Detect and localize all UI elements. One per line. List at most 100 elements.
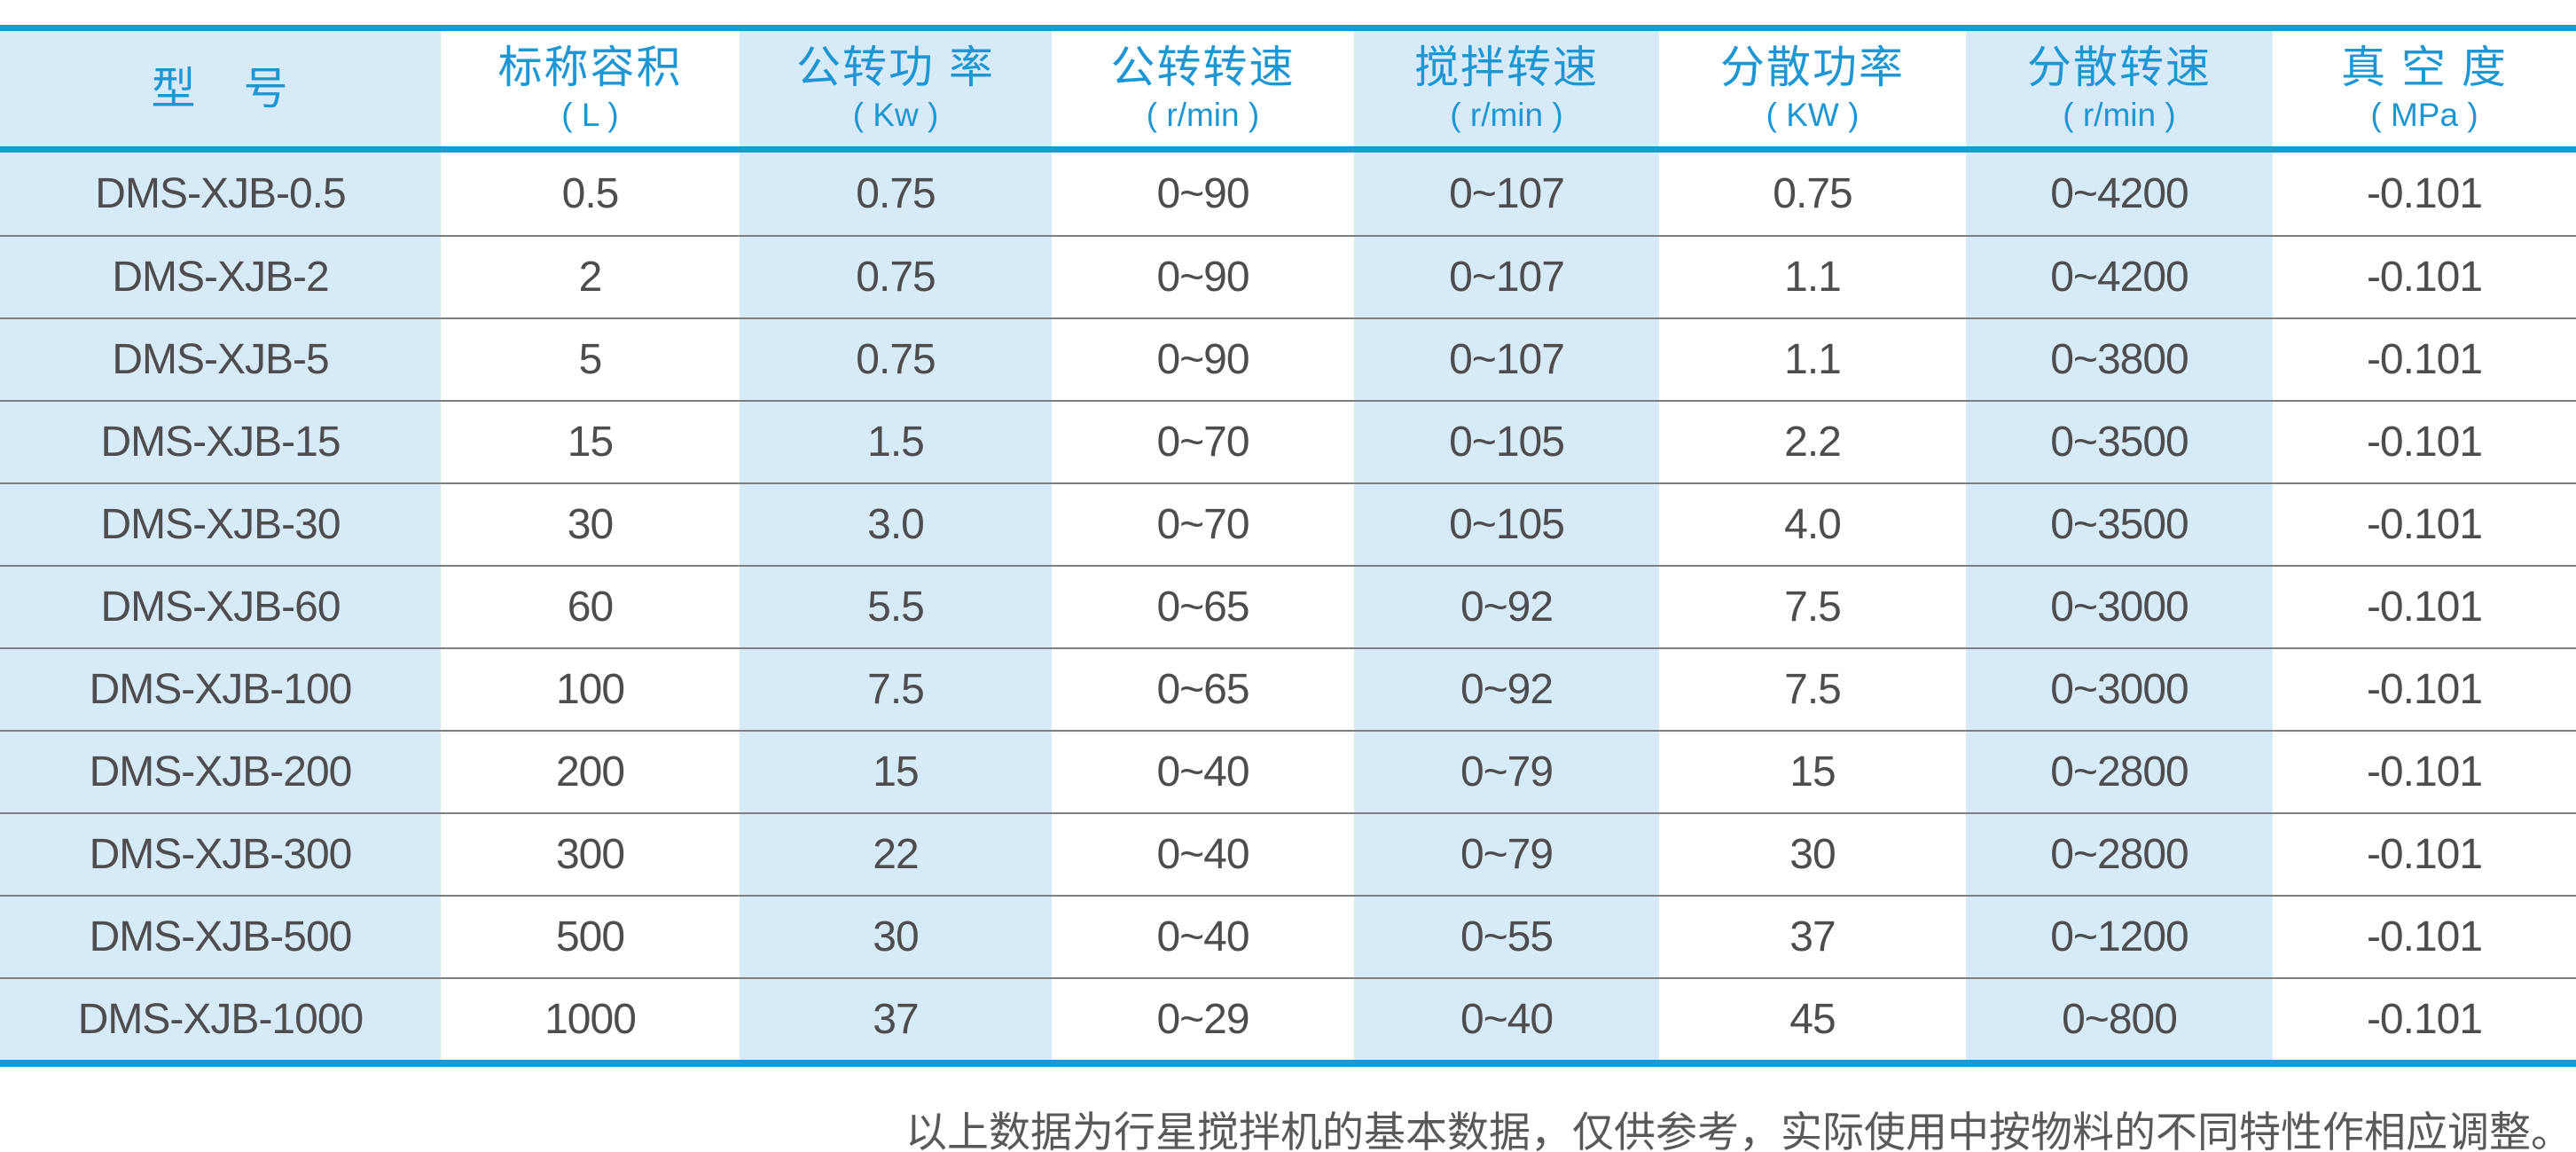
cell-model: DMS-XJB-1000 — [0, 979, 441, 1060]
cell-dispersing-power: 1.1 — [1784, 336, 1842, 383]
cell-dispersing-speed: 0~3500 — [1966, 402, 2273, 482]
cell-vacuum-degree: -0.101 — [2366, 170, 2483, 217]
cell-stirring-speed: 0~105 — [1354, 402, 1659, 482]
col-header-revolution-speed-title: 公转转速 — [1110, 43, 1296, 92]
cell-dispersing-power: 1.1 — [1784, 254, 1842, 301]
cell-revolution-speed: 0~90 — [1156, 254, 1249, 301]
cell-model: DMS-XJB-100 — [0, 649, 441, 730]
cell-model: DMS-XJB-300 — [0, 814, 441, 895]
cell-nominal-volume: 1000 — [544, 996, 637, 1043]
cell-vacuum-degree: -0.101 — [2366, 666, 2483, 713]
table-row: DMS-XJB-300 300 22 0~40 0~79 30 0~2800 -… — [0, 812, 2576, 895]
cell-dispersing-speed: 0~2800 — [1966, 732, 2273, 812]
cell-revolution-power: 5.5 — [740, 567, 1052, 647]
col-header-revolution-power: 公转功 率 ( Kw ) — [740, 31, 1052, 146]
col-header-dispersing-speed: 分散转速 ( r/min ) — [1966, 31, 2273, 146]
cell-revolution-power: 15 — [740, 732, 1052, 812]
cell-nominal-volume: 200 — [555, 748, 625, 795]
cell-dispersing-power: 7.5 — [1784, 666, 1842, 713]
col-header-nominal-volume-title: 标称容积 — [497, 43, 683, 92]
cell-nominal-volume: 500 — [555, 913, 625, 960]
cell-dispersing-speed: 0~1200 — [1966, 897, 2273, 977]
cell-model: DMS-XJB-30 — [0, 484, 441, 565]
col-header-vacuum-degree-title: 真 空 度 — [2341, 43, 2508, 92]
cell-dispersing-speed: 0~3500 — [1966, 484, 2273, 565]
cell-revolution-speed: 0~40 — [1156, 913, 1249, 960]
cell-model: DMS-XJB-60 — [0, 567, 441, 647]
cell-stirring-speed: 0~105 — [1354, 484, 1659, 565]
col-header-dispersing-power-title: 分散功率 — [1720, 43, 1905, 92]
cell-dispersing-speed: 0~3800 — [1966, 319, 2273, 400]
col-header-dispersing-power: 分散功率 ( KW ) — [1659, 31, 1966, 146]
cell-dispersing-speed: 0~3000 — [1966, 649, 2273, 730]
cell-revolution-speed: 0~40 — [1156, 831, 1249, 878]
cell-vacuum-degree: -0.101 — [2366, 748, 2483, 795]
table-row: DMS-XJB-100 100 7.5 0~65 0~92 7.5 0~3000… — [0, 647, 2576, 730]
col-header-nominal-volume-unit: ( L ) — [561, 97, 619, 133]
cell-vacuum-degree: -0.101 — [2366, 501, 2483, 548]
cell-dispersing-power: 37 — [1789, 913, 1836, 960]
cell-stirring-speed: 0~107 — [1354, 319, 1659, 400]
cell-stirring-speed: 0~107 — [1354, 153, 1659, 235]
cell-vacuum-degree: -0.101 — [2366, 831, 2483, 878]
cell-revolution-speed: 0~40 — [1156, 748, 1249, 795]
col-header-revolution-power-title: 公转功 率 — [796, 43, 995, 92]
cell-stirring-speed: 0~79 — [1354, 814, 1659, 895]
cell-nominal-volume: 5 — [578, 336, 603, 383]
col-header-model: 型 号 — [0, 31, 441, 146]
cell-model: DMS-XJB-0.5 — [0, 153, 441, 235]
cell-dispersing-power: 15 — [1789, 748, 1836, 795]
cell-vacuum-degree: -0.101 — [2366, 913, 2483, 960]
table-row: DMS-XJB-30 30 3.0 0~70 0~105 4.0 0~3500 … — [0, 482, 2576, 565]
cell-revolution-speed: 0~90 — [1156, 170, 1249, 217]
cell-vacuum-degree: -0.101 — [2366, 996, 2483, 1043]
cell-dispersing-power: 7.5 — [1784, 584, 1842, 631]
cell-revolution-speed: 0~70 — [1156, 501, 1249, 548]
col-header-revolution-speed-unit: ( r/min ) — [1146, 97, 1260, 133]
table-row: DMS-XJB-1000 1000 37 0~29 0~40 45 0~800 … — [0, 977, 2576, 1060]
cell-revolution-power: 0.75 — [740, 237, 1052, 317]
cell-model: DMS-XJB-200 — [0, 732, 441, 812]
cell-model: DMS-XJB-500 — [0, 897, 441, 977]
col-header-stirring-speed: 搅拌转速 ( r/min ) — [1354, 31, 1659, 146]
cell-revolution-power: 30 — [740, 897, 1052, 977]
cell-revolution-power: 7.5 — [740, 649, 1052, 730]
cell-revolution-power: 22 — [740, 814, 1052, 895]
cell-dispersing-power: 2.2 — [1784, 419, 1842, 466]
cell-revolution-power: 0.75 — [740, 153, 1052, 235]
cell-stirring-speed: 0~55 — [1354, 897, 1659, 977]
cell-revolution-speed: 0~29 — [1156, 996, 1249, 1043]
table-row: DMS-XJB-15 15 1.5 0~70 0~105 2.2 0~3500 … — [0, 400, 2576, 482]
cell-nominal-volume: 0.5 — [561, 170, 620, 217]
cell-model: DMS-XJB-2 — [0, 237, 441, 317]
table-row: DMS-XJB-500 500 30 0~40 0~55 37 0~1200 -… — [0, 895, 2576, 977]
cell-revolution-speed: 0~65 — [1156, 584, 1249, 631]
cell-dispersing-power: 45 — [1789, 996, 1836, 1043]
col-header-vacuum-degree-unit: ( MPa ) — [2370, 97, 2478, 133]
col-header-nominal-volume: 标称容积 ( L ) — [441, 31, 740, 146]
table-row: DMS-XJB-2 2 0.75 0~90 0~107 1.1 0~4200 -… — [0, 235, 2576, 317]
col-header-dispersing-power-unit: ( KW ) — [1766, 97, 1860, 133]
col-header-revolution-speed: 公转转速 ( r/min ) — [1052, 31, 1354, 146]
cell-nominal-volume: 30 — [567, 501, 614, 548]
col-header-vacuum-degree: 真 空 度 ( MPa ) — [2273, 31, 2576, 146]
cell-stirring-speed: 0~92 — [1354, 567, 1659, 647]
cell-revolution-power: 0.75 — [740, 319, 1052, 400]
cell-stirring-speed: 0~40 — [1354, 979, 1659, 1060]
cell-dispersing-speed: 0~4200 — [1966, 237, 2273, 317]
cell-dispersing-speed: 0~3000 — [1966, 567, 2273, 647]
cell-dispersing-speed: 0~800 — [1966, 979, 2273, 1060]
col-header-model-title: 型 号 — [151, 64, 290, 114]
cell-dispersing-speed: 0~2800 — [1966, 814, 2273, 895]
cell-dispersing-power: 0.75 — [1773, 170, 1852, 217]
cell-revolution-power: 3.0 — [740, 484, 1052, 565]
col-header-dispersing-speed-title: 分散转速 — [2027, 43, 2212, 92]
cell-revolution-speed: 0~90 — [1156, 336, 1249, 383]
cell-dispersing-power: 30 — [1789, 831, 1836, 878]
cell-dispersing-speed: 0~4200 — [1966, 153, 2273, 235]
cell-vacuum-degree: -0.101 — [2366, 336, 2483, 383]
cell-vacuum-degree: -0.101 — [2366, 419, 2483, 466]
table-row: DMS-XJB-200 200 15 0~40 0~79 15 0~2800 -… — [0, 730, 2576, 812]
table-row: DMS-XJB-5 5 0.75 0~90 0~107 1.1 0~3800 -… — [0, 317, 2576, 400]
table-row: DMS-XJB-60 60 5.5 0~65 0~92 7.5 0~3000 -… — [0, 565, 2576, 647]
